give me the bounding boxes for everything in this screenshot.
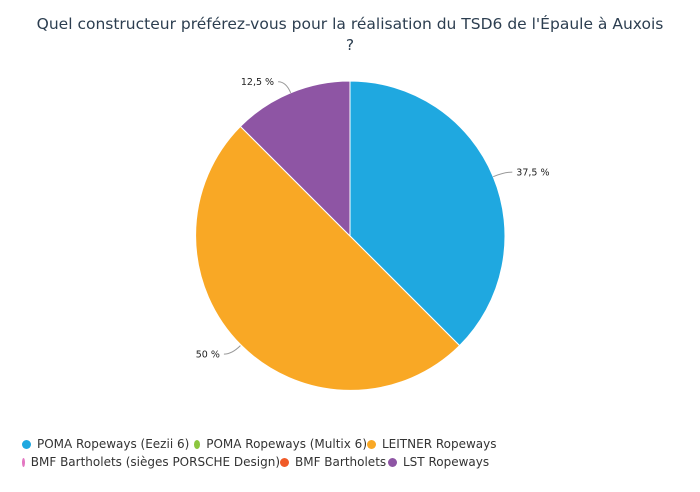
legend-item-bmf[interactable]: BMF Bartholets [280, 455, 388, 469]
chart-title: Quel constructeur préférez-vous pour la … [0, 14, 700, 56]
pie-slice-0[interactable] [349, 80, 506, 347]
pie-slice-5[interactable] [239, 80, 351, 238]
leader-line-0 [493, 171, 513, 178]
legend-label: LST Ropeways [403, 455, 490, 469]
legend-label: LEITNER Ropeways [382, 437, 497, 451]
legend-marker [388, 457, 397, 467]
leader-line-5 [278, 81, 292, 93]
legend-label: BMF Bartholets (sièges PORSCHE Design) [30, 455, 280, 469]
legend-item-leitner[interactable]: LEITNER Ropeways [367, 437, 497, 451]
legend-item-poma-multix[interactable]: POMA Ropeways (Multix 6) [194, 437, 367, 451]
chart-title-line-2: ? [345, 36, 355, 54]
chart-title-line-1: Quel constructeur préférez-vous pour la … [36, 15, 664, 33]
legend-item-poma-eezii[interactable]: POMA Ropeways (Eezii 6) [22, 437, 194, 451]
legend-label: POMA Ropeways (Multix 6) [206, 437, 367, 451]
legend-marker [22, 439, 31, 449]
legend-marker [280, 457, 289, 467]
legend-label: POMA Ropeways (Eezii 6) [37, 437, 190, 451]
legend-label: BMF Bartholets [295, 455, 387, 469]
legend-marker [367, 439, 376, 449]
legend-item-bmf-porsche[interactable]: BMF Bartholets (sièges PORSCHE Design) [22, 455, 280, 469]
legend-row: BMF Bartholets (sièges PORSCHE Design) B… [22, 453, 682, 471]
chart-legend: POMA Ropeways (Eezii 6) POMA Ropeways (M… [22, 435, 682, 471]
pie-slice-2[interactable] [195, 125, 461, 391]
data-label-0: 37,5 % [516, 168, 549, 179]
legend-row: POMA Ropeways (Eezii 6) POMA Ropeways (M… [22, 435, 682, 453]
data-label-2: 50 % [196, 350, 220, 361]
legend-marker [194, 439, 201, 449]
leader-line-2 [223, 345, 241, 355]
data-label-5: 12,5 % [241, 77, 274, 88]
legend-item-lst[interactable]: LST Ropeways [388, 455, 489, 469]
legend-marker [22, 457, 25, 467]
